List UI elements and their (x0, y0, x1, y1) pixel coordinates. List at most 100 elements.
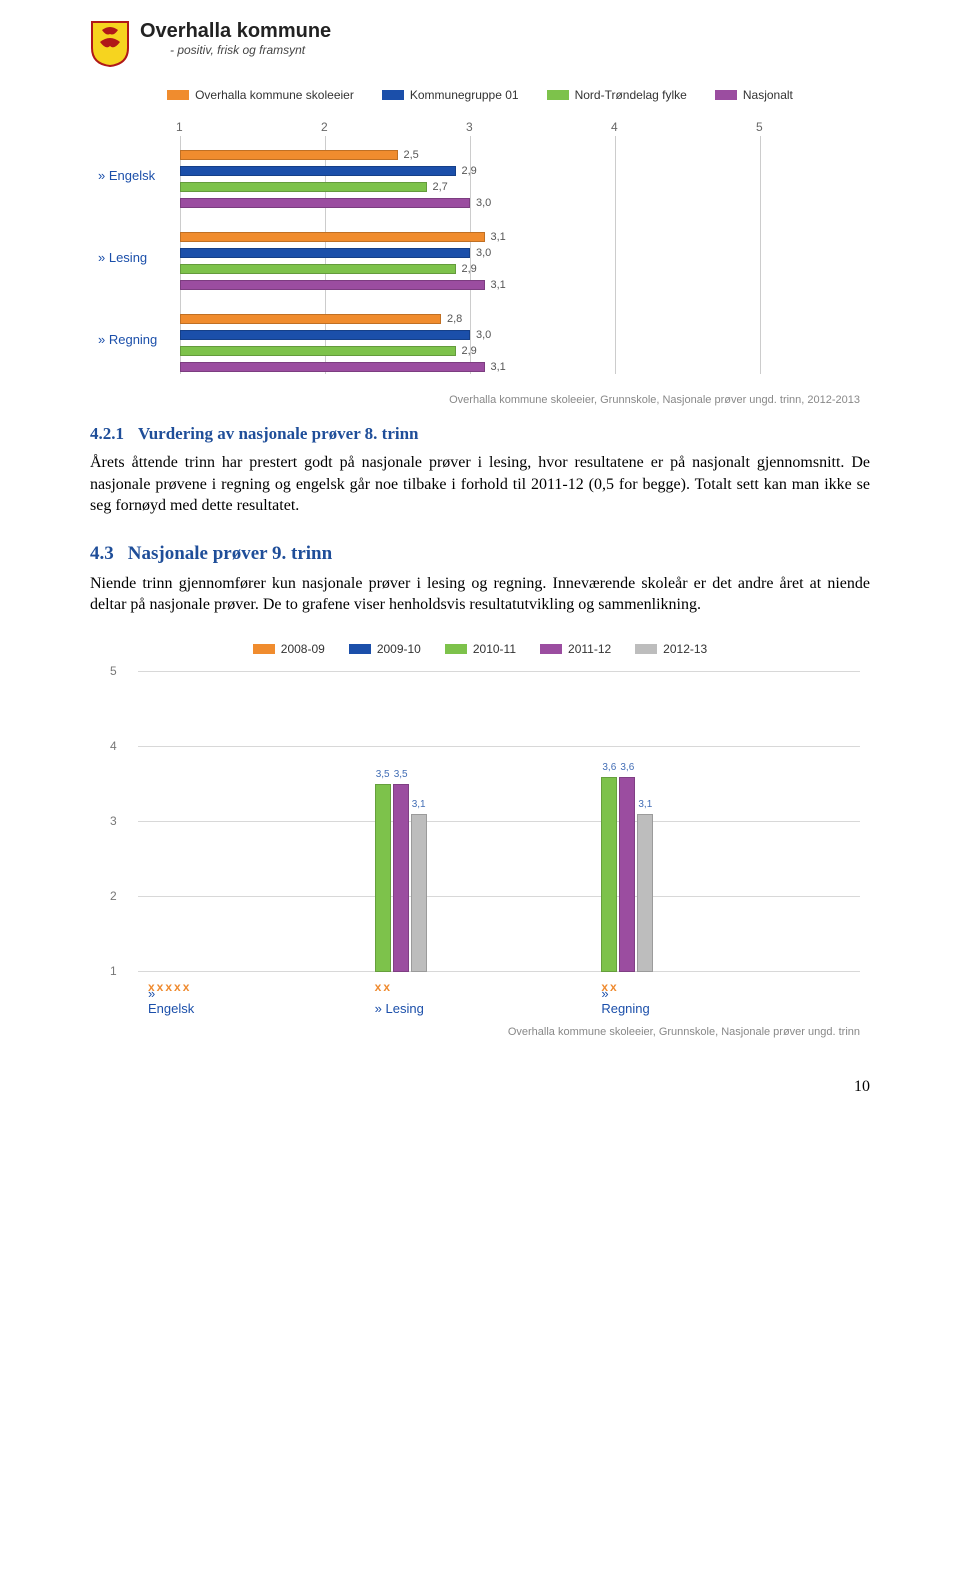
legend-swatch (547, 90, 569, 100)
chart-1-horizontal-bars: Overhalla kommune skoleeier Kommunegruppe… (90, 88, 870, 406)
section-421-heading: 4.2.1 Vurdering av nasjonale prøver 8. tr… (90, 424, 870, 444)
legend-swatch (253, 644, 275, 654)
page-header: Overhalla kommune - positiv, frisk og fr… (90, 20, 870, 68)
bar-value-label: 3,5 (376, 769, 390, 780)
legend-label: 2011-12 (568, 642, 611, 656)
x-tick-label: 3 (466, 120, 473, 134)
y-tick-label: 1 (110, 964, 117, 978)
group-label: Regning (601, 986, 653, 1016)
bar (180, 232, 485, 242)
bar-value-label: 3,6 (620, 762, 634, 773)
legend-item: 2008-09 (253, 642, 325, 656)
legend-label: Kommunegruppe 01 (410, 88, 519, 102)
bar (180, 182, 427, 192)
bar (180, 330, 470, 340)
legend-label: Nasjonalt (743, 88, 793, 102)
bar-value-label: 3,1 (491, 231, 506, 243)
bar (180, 362, 485, 372)
bar (180, 150, 398, 160)
chart-1-caption: Overhalla kommune skoleeier, Grunnskole,… (90, 394, 860, 406)
bar-value-label: 2,8 (447, 313, 462, 325)
chart-category: Lesing3,13,02,93,1 (180, 230, 760, 292)
group-label: Engelsk (148, 986, 194, 1016)
bar-value-label: 3,1 (638, 799, 652, 810)
section-421-body: Årets åttende trinn har prestert godt på… (90, 452, 870, 517)
vertical-bar: 3,5 (375, 784, 391, 972)
legend-label: 2012-13 (663, 642, 707, 656)
chart-2-plot: 2008-09 2009-10 2010-11 2011-12 2012-13 1 2 3 4… (90, 642, 870, 1022)
x-tick-label: 4 (611, 120, 618, 134)
chart-2-caption: Overhalla kommune skoleeier, Grunnskole,… (90, 1026, 860, 1038)
legend-item: Overhalla kommune skoleeier (167, 88, 354, 102)
y-gridline: 3 (138, 821, 860, 822)
category-label: Regning (98, 332, 157, 347)
section-43-body: Niende trinn gjennomfører kun nasjonale … (90, 573, 870, 616)
chart-group: 3,53,53,1xxLesing (375, 784, 427, 972)
bar (180, 166, 456, 176)
legend-label: Nord-Trøndelag fylke (575, 88, 687, 102)
x-tick-label: 5 (756, 120, 763, 134)
bar-value-label: 3,0 (476, 247, 491, 259)
bar-value-label: 2,9 (462, 165, 477, 177)
vertical-bar: 3,1 (637, 814, 653, 972)
y-tick-label: 3 (110, 814, 117, 828)
section-number: 4.3 (90, 543, 114, 564)
bar (180, 264, 456, 274)
org-tagline: - positiv, frisk og framsynt (170, 43, 331, 57)
legend-item: 2010-11 (445, 642, 516, 656)
chart-1-legend: Overhalla kommune skoleeier Kommunegruppe… (90, 88, 870, 102)
bar (180, 198, 470, 208)
legend-swatch (635, 644, 657, 654)
vertical-bar: 3,6 (619, 777, 635, 972)
legend-label: Overhalla kommune skoleeier (195, 88, 354, 102)
bar-value-label: 2,9 (462, 345, 477, 357)
vertical-bar: 3,5 (393, 784, 409, 972)
bar-value-label: 3,6 (602, 762, 616, 773)
legend-swatch (167, 90, 189, 100)
legend-swatch (382, 90, 404, 100)
chart-2-vertical-bars: 2008-09 2009-10 2010-11 2011-12 2012-13 1 2 3 4… (90, 642, 870, 1038)
chart-2-legend: 2008-09 2009-10 2010-11 2011-12 2012-13 (90, 642, 870, 656)
bar-value-label: 3,5 (394, 769, 408, 780)
section-number: 4.2.1 (90, 424, 124, 443)
y-gridline: 4 (138, 746, 860, 747)
y-tick-label: 2 (110, 889, 117, 903)
legend-swatch (715, 90, 737, 100)
bar-value-label: 2,9 (462, 263, 477, 275)
legend-swatch (540, 644, 562, 654)
legend-label: 2009-10 (377, 642, 421, 656)
chart-2-plot-area: 12345xxxxxEngelsk3,53,53,1xxLesing3,63,6… (138, 672, 860, 972)
vertical-bar: 3,1 (411, 814, 427, 972)
section-title: Nasjonale prøver 9. trinn (128, 543, 332, 564)
legend-label: 2010-11 (473, 642, 516, 656)
legend-item: 2012-13 (635, 642, 707, 656)
y-gridline: 5 (138, 671, 860, 672)
bar-value-label: 3,0 (476, 197, 491, 209)
bar (180, 314, 441, 324)
bar-value-label: 3,1 (491, 279, 506, 291)
chart-category: Engelsk2,52,92,73,0 (180, 148, 760, 210)
category-label: Engelsk (98, 168, 155, 183)
group-label: Lesing (375, 1001, 424, 1016)
chart-1-plot: 12345Engelsk2,52,92,73,0Lesing3,13,02,93… (180, 116, 870, 374)
x-tick-label: 2 (321, 120, 328, 134)
chart-category: Regning2,83,02,93,1 (180, 312, 760, 374)
section-title: Vurdering av nasjonale prøver 8. trinn (138, 424, 419, 443)
section-43-heading: 4.3 Nasjonale prøver 9. trinn (90, 543, 870, 565)
legend-item: Nord-Trøndelag fylke (547, 88, 687, 102)
legend-item: 2009-10 (349, 642, 421, 656)
category-label: Lesing (98, 250, 147, 265)
bar-value-label: 3,1 (491, 361, 506, 373)
missing-data-marker: xx (375, 980, 392, 994)
page-number: 10 (90, 1078, 870, 1096)
y-gridline: 1 (138, 971, 860, 972)
bar-value-label: 2,7 (433, 181, 448, 193)
legend-item: Nasjonalt (715, 88, 793, 102)
legend-item: 2011-12 (540, 642, 611, 656)
chart-group: 3,63,63,1xxRegning (601, 777, 653, 972)
bar (180, 280, 485, 290)
legend-label: 2008-09 (281, 642, 325, 656)
x-gridline (760, 136, 761, 374)
y-tick-label: 4 (110, 739, 117, 753)
org-name: Overhalla kommune (140, 20, 331, 43)
